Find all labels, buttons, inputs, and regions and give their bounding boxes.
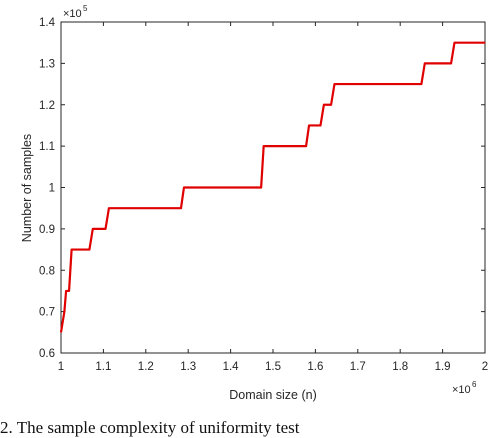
y-tick-label: 0.9	[39, 224, 55, 236]
data-point	[88, 248, 91, 251]
y-tick-label: 1	[49, 183, 55, 195]
data-point	[183, 186, 185, 189]
data-point	[330, 104, 332, 106]
data-point	[319, 124, 322, 127]
data-point	[420, 83, 422, 85]
data-point	[68, 290, 70, 292]
x-tick-label: 1.6	[307, 361, 323, 373]
y-tick-label: 0.6	[39, 348, 55, 360]
data-point	[263, 145, 265, 147]
y-exponent-power: 5	[83, 4, 88, 13]
x-exponent-label: ×10 6	[452, 380, 477, 396]
x-tick-label: 1.4	[223, 361, 240, 373]
plot-area	[60, 21, 486, 354]
x-tick-label: 1.8	[392, 361, 408, 373]
data-point	[453, 42, 456, 44]
data-point	[305, 145, 307, 147]
x-tick-label: 1.2	[138, 361, 154, 373]
y-tick-label: 1.4	[39, 17, 56, 29]
data-point	[92, 228, 94, 230]
x-tick-label: 1.5	[265, 361, 281, 373]
data-point	[104, 228, 107, 230]
data-point	[63, 311, 65, 313]
x-tick-label: 1.3	[180, 361, 196, 373]
y-exponent-base: ×10	[63, 8, 82, 20]
data-point	[260, 186, 262, 189]
x-exponent-power: 6	[472, 380, 477, 389]
x-exponent-base: ×10	[452, 384, 471, 396]
y-tick-label: 0.8	[39, 265, 55, 277]
data-point	[450, 62, 452, 64]
y-tick-label: 1.1	[39, 141, 55, 153]
figure-caption: 2. The sample complexity of uniformity t…	[0, 418, 300, 437]
data-point	[180, 207, 182, 209]
x-tick-label: 1.7	[350, 361, 366, 373]
y-tick-label: 1.3	[39, 58, 55, 70]
x-tick-label: 1	[58, 361, 64, 373]
y-exponent-label: ×10 5	[63, 4, 88, 20]
data-point	[424, 62, 426, 64]
data-point	[69, 269, 71, 271]
data-point	[333, 83, 336, 85]
data-point	[65, 290, 67, 292]
data-point	[71, 248, 73, 251]
y-tick-label: 0.7	[39, 307, 55, 319]
data-point	[323, 104, 325, 106]
y-axis-label: Number of samples	[20, 134, 34, 242]
x-axis-label: Domain size (n)	[229, 388, 317, 402]
x-tick-label: 1.1	[95, 361, 111, 373]
data-point	[308, 124, 310, 127]
x-tick-label: 1.9	[435, 361, 451, 373]
x-tick-label: 2	[482, 361, 488, 373]
data-point	[60, 331, 62, 333]
ticks-layer: 1 1.1 1.2 1.3 1.4 1.5 1.6 1.7 1.8 1.9 2 0.6 0.7 0.8 0.…	[39, 17, 488, 373]
y-tick-label: 1.2	[39, 100, 55, 112]
series-layer	[59, 41, 486, 333]
data-point	[484, 42, 486, 44]
data-point	[108, 207, 110, 209]
